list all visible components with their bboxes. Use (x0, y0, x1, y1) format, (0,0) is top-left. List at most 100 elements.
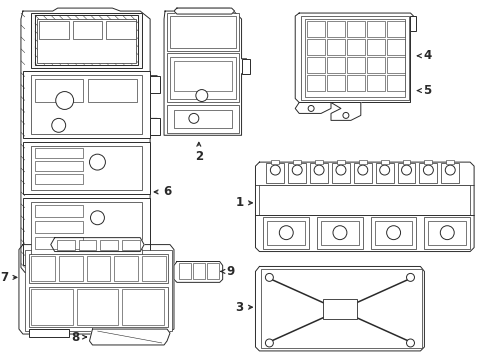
Bar (262, 269, 422, 348)
Bar (441, 163, 459, 183)
Bar (305, 19, 405, 96)
Bar (424, 217, 470, 248)
Circle shape (407, 339, 415, 347)
Circle shape (91, 211, 104, 225)
Bar (354, 163, 372, 183)
Circle shape (358, 165, 368, 175)
Bar (307, 39, 325, 55)
Bar (25, 249, 172, 331)
Bar (411, 16, 416, 31)
Polygon shape (90, 329, 170, 345)
Circle shape (189, 113, 199, 123)
Bar (301, 16, 409, 99)
Bar (367, 75, 385, 91)
Bar (347, 75, 365, 91)
Circle shape (333, 226, 347, 240)
Bar (179, 264, 191, 279)
Circle shape (401, 165, 412, 175)
Bar (337, 160, 345, 164)
Circle shape (56, 91, 74, 109)
Circle shape (292, 165, 302, 175)
Bar (31, 256, 55, 282)
Bar (29, 329, 69, 337)
Polygon shape (19, 244, 174, 334)
Circle shape (445, 165, 455, 175)
Bar (31, 146, 142, 190)
Bar (167, 105, 239, 133)
Circle shape (266, 273, 273, 282)
Bar (403, 160, 411, 164)
Text: 3: 3 (235, 301, 244, 314)
Bar (367, 39, 385, 55)
Bar (37, 19, 136, 63)
Bar (29, 287, 168, 327)
Bar (428, 221, 466, 244)
Bar (114, 256, 138, 282)
Bar (327, 21, 345, 37)
Bar (419, 163, 438, 183)
Bar (307, 21, 325, 37)
Bar (23, 71, 150, 138)
Text: 6: 6 (163, 185, 172, 198)
Bar (88, 78, 137, 103)
Bar (35, 15, 138, 65)
Circle shape (407, 273, 415, 282)
Bar (307, 57, 325, 73)
Circle shape (343, 112, 349, 118)
Bar (170, 57, 236, 99)
Bar (35, 205, 82, 217)
Bar (35, 148, 82, 158)
Bar (307, 75, 325, 91)
Bar (106, 21, 136, 39)
Polygon shape (331, 103, 361, 120)
Bar (29, 253, 168, 283)
Bar (150, 76, 160, 93)
Bar (327, 39, 345, 55)
Bar (35, 221, 82, 233)
Bar (267, 163, 284, 183)
Bar (387, 57, 405, 73)
Bar (174, 61, 232, 91)
Bar (375, 221, 413, 244)
Bar (23, 142, 150, 194)
Bar (78, 240, 97, 249)
Bar (347, 57, 365, 73)
Bar (167, 13, 239, 51)
Bar (122, 289, 164, 325)
Polygon shape (51, 238, 144, 252)
Bar (259, 185, 470, 215)
Bar (327, 75, 345, 91)
Bar (207, 264, 219, 279)
Circle shape (441, 226, 454, 240)
Circle shape (279, 226, 293, 240)
Bar (31, 202, 142, 261)
Bar (122, 240, 140, 249)
Polygon shape (295, 13, 414, 103)
Bar (359, 160, 367, 164)
Text: 4: 4 (423, 49, 432, 62)
Bar (288, 163, 306, 183)
Bar (446, 160, 454, 164)
Bar (387, 75, 405, 91)
Circle shape (266, 339, 273, 347)
Bar (167, 53, 239, 103)
Bar (424, 160, 432, 164)
Circle shape (308, 105, 314, 112)
Bar (242, 59, 249, 74)
Bar (293, 160, 301, 164)
Bar (271, 160, 279, 164)
Bar (381, 160, 389, 164)
Bar (39, 21, 69, 39)
Circle shape (90, 154, 105, 170)
Bar (73, 21, 102, 39)
Circle shape (336, 165, 346, 175)
Bar (76, 289, 118, 325)
Polygon shape (164, 8, 246, 135)
Bar (321, 221, 359, 244)
Polygon shape (255, 266, 424, 351)
Bar (323, 299, 357, 319)
Bar (31, 289, 73, 325)
Circle shape (387, 226, 400, 240)
Text: 9: 9 (227, 265, 235, 278)
Bar (59, 256, 82, 282)
